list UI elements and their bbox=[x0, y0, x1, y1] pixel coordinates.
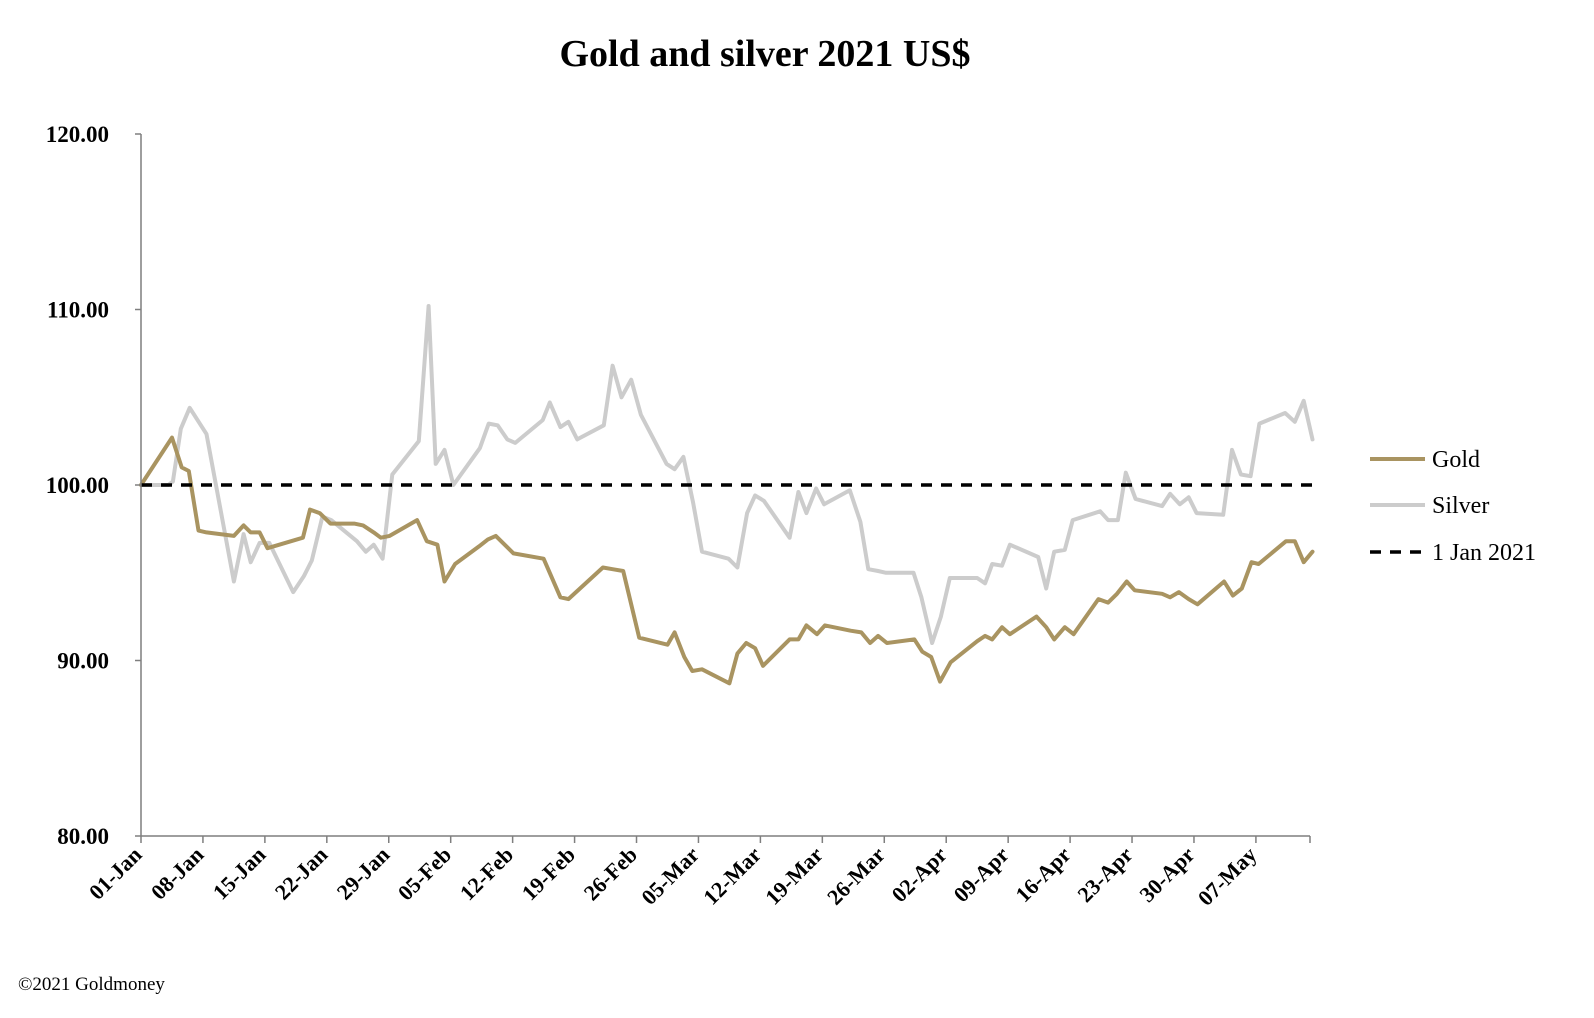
y-tick-label: 80.00 bbox=[57, 824, 109, 849]
x-tick-label: 19-Feb bbox=[517, 842, 580, 905]
x-tick-label: 22-Jan bbox=[270, 842, 333, 905]
x-tick-label: 02-Apr bbox=[887, 842, 952, 907]
x-tick-label: 08-Jan bbox=[146, 842, 209, 905]
x-tick-label: 26-Mar bbox=[822, 842, 890, 910]
x-tick-label: 19-Mar bbox=[760, 842, 828, 910]
x-tick-label: 01-Jan bbox=[84, 842, 147, 905]
copyright-text: ©2021 Goldmoney bbox=[18, 974, 165, 995]
y-tick-label: 110.00 bbox=[47, 298, 109, 323]
x-tick-label: 05-Mar bbox=[636, 842, 704, 910]
x-tick-label: 07-May bbox=[1193, 842, 1262, 911]
y-tick-label: 100.00 bbox=[46, 473, 109, 498]
legend-label: 1 Jan 2021 bbox=[1432, 540, 1536, 566]
y-tick-label: 120.00 bbox=[46, 122, 109, 147]
x-tick-label: 23-Apr bbox=[1072, 842, 1137, 907]
x-tick-label: 30-Apr bbox=[1134, 842, 1199, 907]
series-line-gold bbox=[139, 435, 1315, 686]
x-tick-label: 12-Mar bbox=[698, 842, 766, 910]
chart-title: Gold and silver 2021 US$ bbox=[559, 33, 970, 75]
legend-label: Gold bbox=[1432, 447, 1480, 473]
legend-label: Silver bbox=[1432, 493, 1489, 519]
x-tick-label: 26-Feb bbox=[579, 842, 642, 905]
x-tick-label: 16-Apr bbox=[1010, 842, 1075, 907]
y-axis: 80.00 90.00 100.00 110.00 120.00 bbox=[46, 122, 142, 849]
x-tick-label: 15-Jan bbox=[208, 842, 271, 905]
x-tick-label: 29-Jan bbox=[332, 842, 395, 905]
series-line-silver bbox=[139, 304, 1315, 645]
x-axis: 01-Jan 08-Jan 15-Jan 22-Jan 29-Jan05-Feb12-F… bbox=[84, 835, 1311, 911]
x-tick-label: 09-Apr bbox=[948, 842, 1013, 907]
legend: Gold Silver 1 Jan 2021 bbox=[1370, 447, 1536, 566]
plot-area bbox=[139, 304, 1315, 686]
x-tick-label: 05-Feb bbox=[393, 842, 456, 905]
x-tick-label: 12-Feb bbox=[455, 842, 518, 905]
y-tick-label: 90.00 bbox=[57, 649, 109, 674]
